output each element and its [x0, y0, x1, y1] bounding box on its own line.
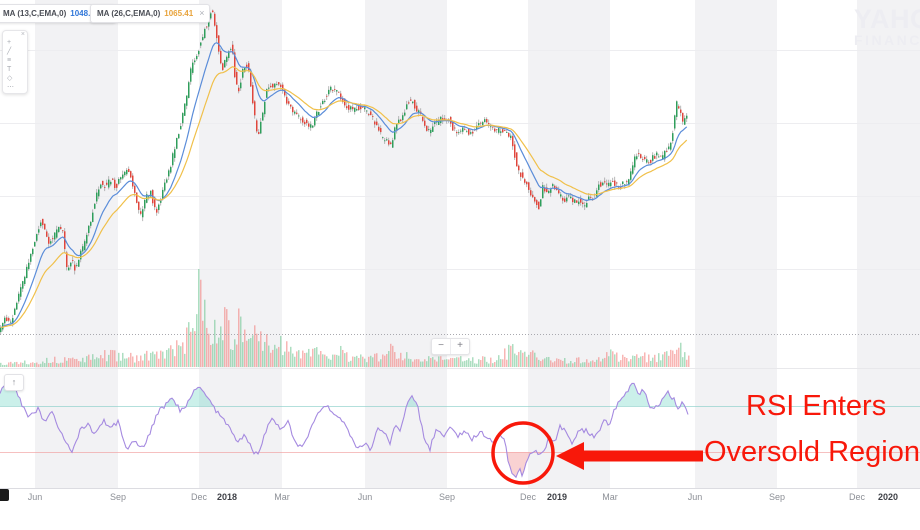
zoom-in-button[interactable]: +: [457, 340, 463, 351]
axis-month-label: Mar: [602, 492, 618, 502]
background-stripes: [35, 0, 920, 488]
indicator-pill-ma26[interactable]: MA (26,C,EMA,0) 1065.41 ×: [90, 4, 211, 23]
shape-tool-icon[interactable]: ◇: [7, 75, 13, 82]
axis-month-label: Sep: [768, 492, 786, 502]
price-gridlines: [0, 50, 920, 270]
indicator-label: MA (26,C,EMA,0): [97, 9, 161, 18]
annotation-circle: [491, 421, 555, 485]
close-icon[interactable]: ×: [199, 8, 205, 18]
axis-month-label: Dec: [190, 492, 208, 502]
axis-year-label: 2019: [546, 492, 568, 502]
drawing-tool-icons: + ╱ ≡ T ◇ ⋯: [7, 39, 14, 92]
chart-zoom-control[interactable]: − +: [431, 338, 470, 355]
axis-month-label: Jun: [357, 492, 373, 502]
close-icon[interactable]: ×: [20, 31, 25, 38]
ema-line-26: [0, 66, 688, 329]
axis-month-label: Jun: [687, 492, 703, 502]
axis-month-label: Sep: [438, 492, 456, 502]
rsi-oversold-fill: [0, 452, 688, 478]
annotation-arrow: [556, 442, 703, 470]
indicator-pill-ma13[interactable]: MA (13,C,EMA,0) 1048.70 ×: [0, 4, 117, 23]
axis-year-label: 2020: [877, 492, 899, 502]
ema-line-13: [0, 42, 688, 329]
rsi-line: [0, 374, 689, 479]
rsi-pane-expand-button[interactable]: ↑: [4, 374, 24, 391]
axis-month-label: Mar: [274, 492, 290, 502]
zoom-out-button[interactable]: −: [432, 339, 451, 354]
drawing-toolbar[interactable]: × + ╱ ≡ T ◇ ⋯: [2, 30, 28, 94]
indicator-value: 1065.41: [164, 9, 194, 18]
axis-month-label: Dec: [848, 492, 866, 502]
indicator-label: MA (13,C,EMA,0): [3, 9, 67, 18]
axis-year-label: 2018: [216, 492, 238, 502]
text-tool-icon[interactable]: T: [7, 66, 12, 73]
volume-pane: [0, 269, 690, 367]
axis-month-label: Dec: [519, 492, 537, 502]
x-axis: Jun Sep Dec 2018 Mar Jun Sep Dec 2019 Mar Jun Sep De…: [0, 491, 920, 505]
crosshair-icon[interactable]: +: [7, 39, 12, 46]
axis-tag-fragment: [0, 489, 9, 501]
rsi-pane: [0, 368, 920, 479]
annotation-graphics: [491, 421, 703, 485]
axis-month-label: Jun: [27, 492, 43, 502]
axis-month-label: Sep: [109, 492, 127, 502]
fib-retracement-icon[interactable]: ≡: [7, 57, 12, 64]
more-tools-icon[interactable]: ⋯: [7, 84, 14, 91]
indicator-value: 1048.70: [70, 9, 100, 18]
trendline-icon[interactable]: ╱: [7, 48, 12, 55]
